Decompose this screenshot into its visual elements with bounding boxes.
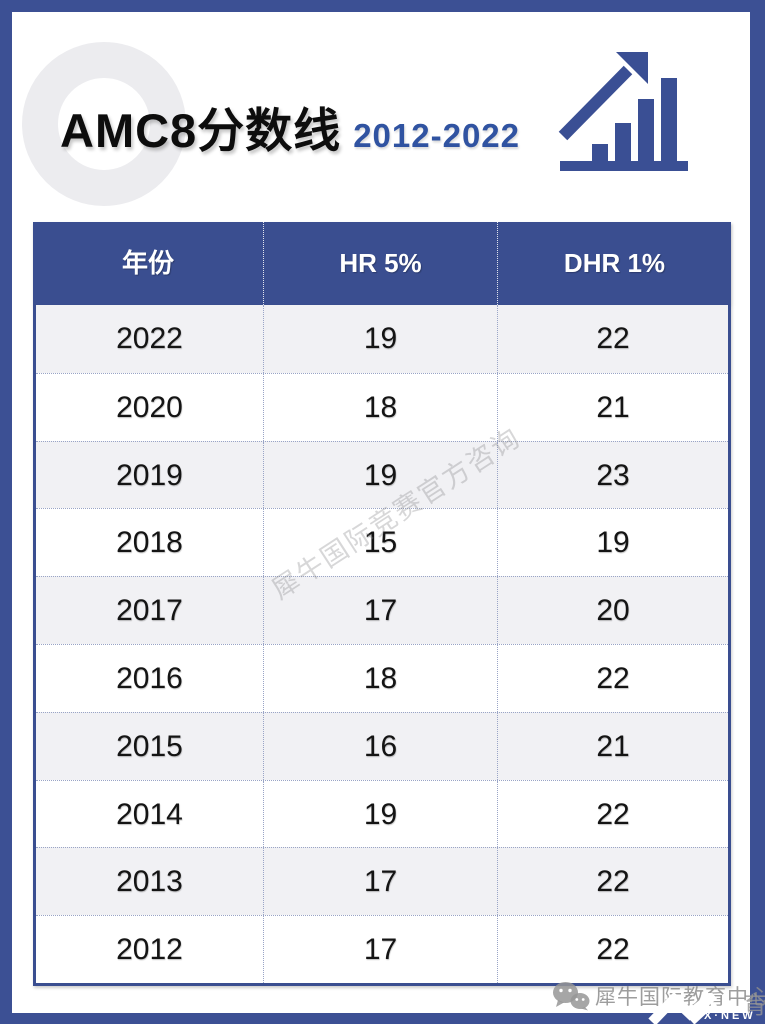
dhr1-cell: 23: [497, 441, 728, 509]
brand-logo-icon: [648, 993, 718, 1024]
year-cell: 2022: [116, 322, 183, 355]
bar-chart-rising-arrow-icon: [558, 52, 688, 171]
footer-watermark-text: 犀牛国际教育中心: [595, 986, 765, 1009]
year-cell: 2018: [116, 526, 183, 560]
hr5-cell: 16: [263, 712, 497, 780]
year-cell: 2020: [116, 390, 183, 424]
footer-watermark: 犀牛国际教育中心: [552, 981, 765, 1011]
brand-logo-text: X·NEW: [704, 1010, 756, 1022]
table-row: 2013 17 22: [36, 847, 728, 916]
year-cell: 2015: [116, 729, 183, 763]
title-text: AMC8分数线: [60, 104, 342, 157]
hr5-cell: 15: [263, 509, 497, 577]
dhr1-cell: 22: [497, 305, 728, 373]
table-row: 2018 15 19: [36, 508, 728, 577]
clipped-watermark-character: 育: [743, 992, 765, 1019]
year-cell: 2014: [116, 797, 183, 831]
year-cell: 2012: [116, 933, 183, 967]
page-title: AMC8分数线 2012-2022: [60, 92, 520, 161]
score-table: 年份 HR 5% DHR 1% 2022 19 22 2020 18 21 20…: [33, 222, 731, 986]
table-row: 2014 19 22: [36, 779, 728, 848]
column-header-dhr1: DHR 1%: [497, 222, 731, 305]
table-body: 2022 19 22 2020 18 21 2019 19 23 2018 15…: [33, 305, 731, 986]
table-row: 2017 17 20: [36, 576, 728, 644]
hr5-cell: 19: [263, 780, 497, 848]
year-cell: 2013: [116, 865, 183, 899]
table-row: 2019 19 23: [36, 440, 728, 509]
table-header-row: 年份 HR 5% DHR 1%: [33, 222, 731, 305]
dhr1-cell: 22: [497, 644, 728, 712]
table-row: 2016 18 22: [36, 643, 728, 712]
year-cell: 2016: [116, 661, 183, 695]
year-cell: 2019: [116, 458, 183, 492]
wechat-icon: [553, 982, 590, 1011]
hr5-cell: 17: [263, 916, 497, 983]
hr5-cell: 17: [263, 848, 497, 916]
column-header-hr5: HR 5%: [263, 222, 497, 305]
title-year-range: 2012-2022: [353, 117, 521, 154]
table-row: 2020 18 21: [36, 372, 728, 441]
dhr1-cell: 21: [497, 373, 728, 441]
table-row: 2022 19 22: [36, 305, 728, 373]
hr5-cell: 19: [263, 305, 497, 373]
column-header-year: 年份: [121, 248, 174, 278]
hr5-cell: 17: [263, 577, 497, 644]
hr5-cell: 18: [263, 373, 497, 441]
dhr1-cell: 22: [497, 916, 728, 983]
dhr1-cell: 21: [497, 712, 728, 780]
year-cell: 2017: [116, 594, 183, 628]
dhr1-cell: 22: [497, 848, 728, 916]
hr5-cell: 19: [263, 441, 497, 509]
hr5-cell: 18: [263, 644, 497, 712]
dhr1-cell: 22: [497, 780, 728, 848]
dhr1-cell: 19: [497, 509, 728, 577]
dhr1-cell: 20: [497, 577, 728, 644]
table-row: 2012 17 22: [36, 915, 728, 983]
table-row: 2015 16 21: [36, 711, 728, 780]
